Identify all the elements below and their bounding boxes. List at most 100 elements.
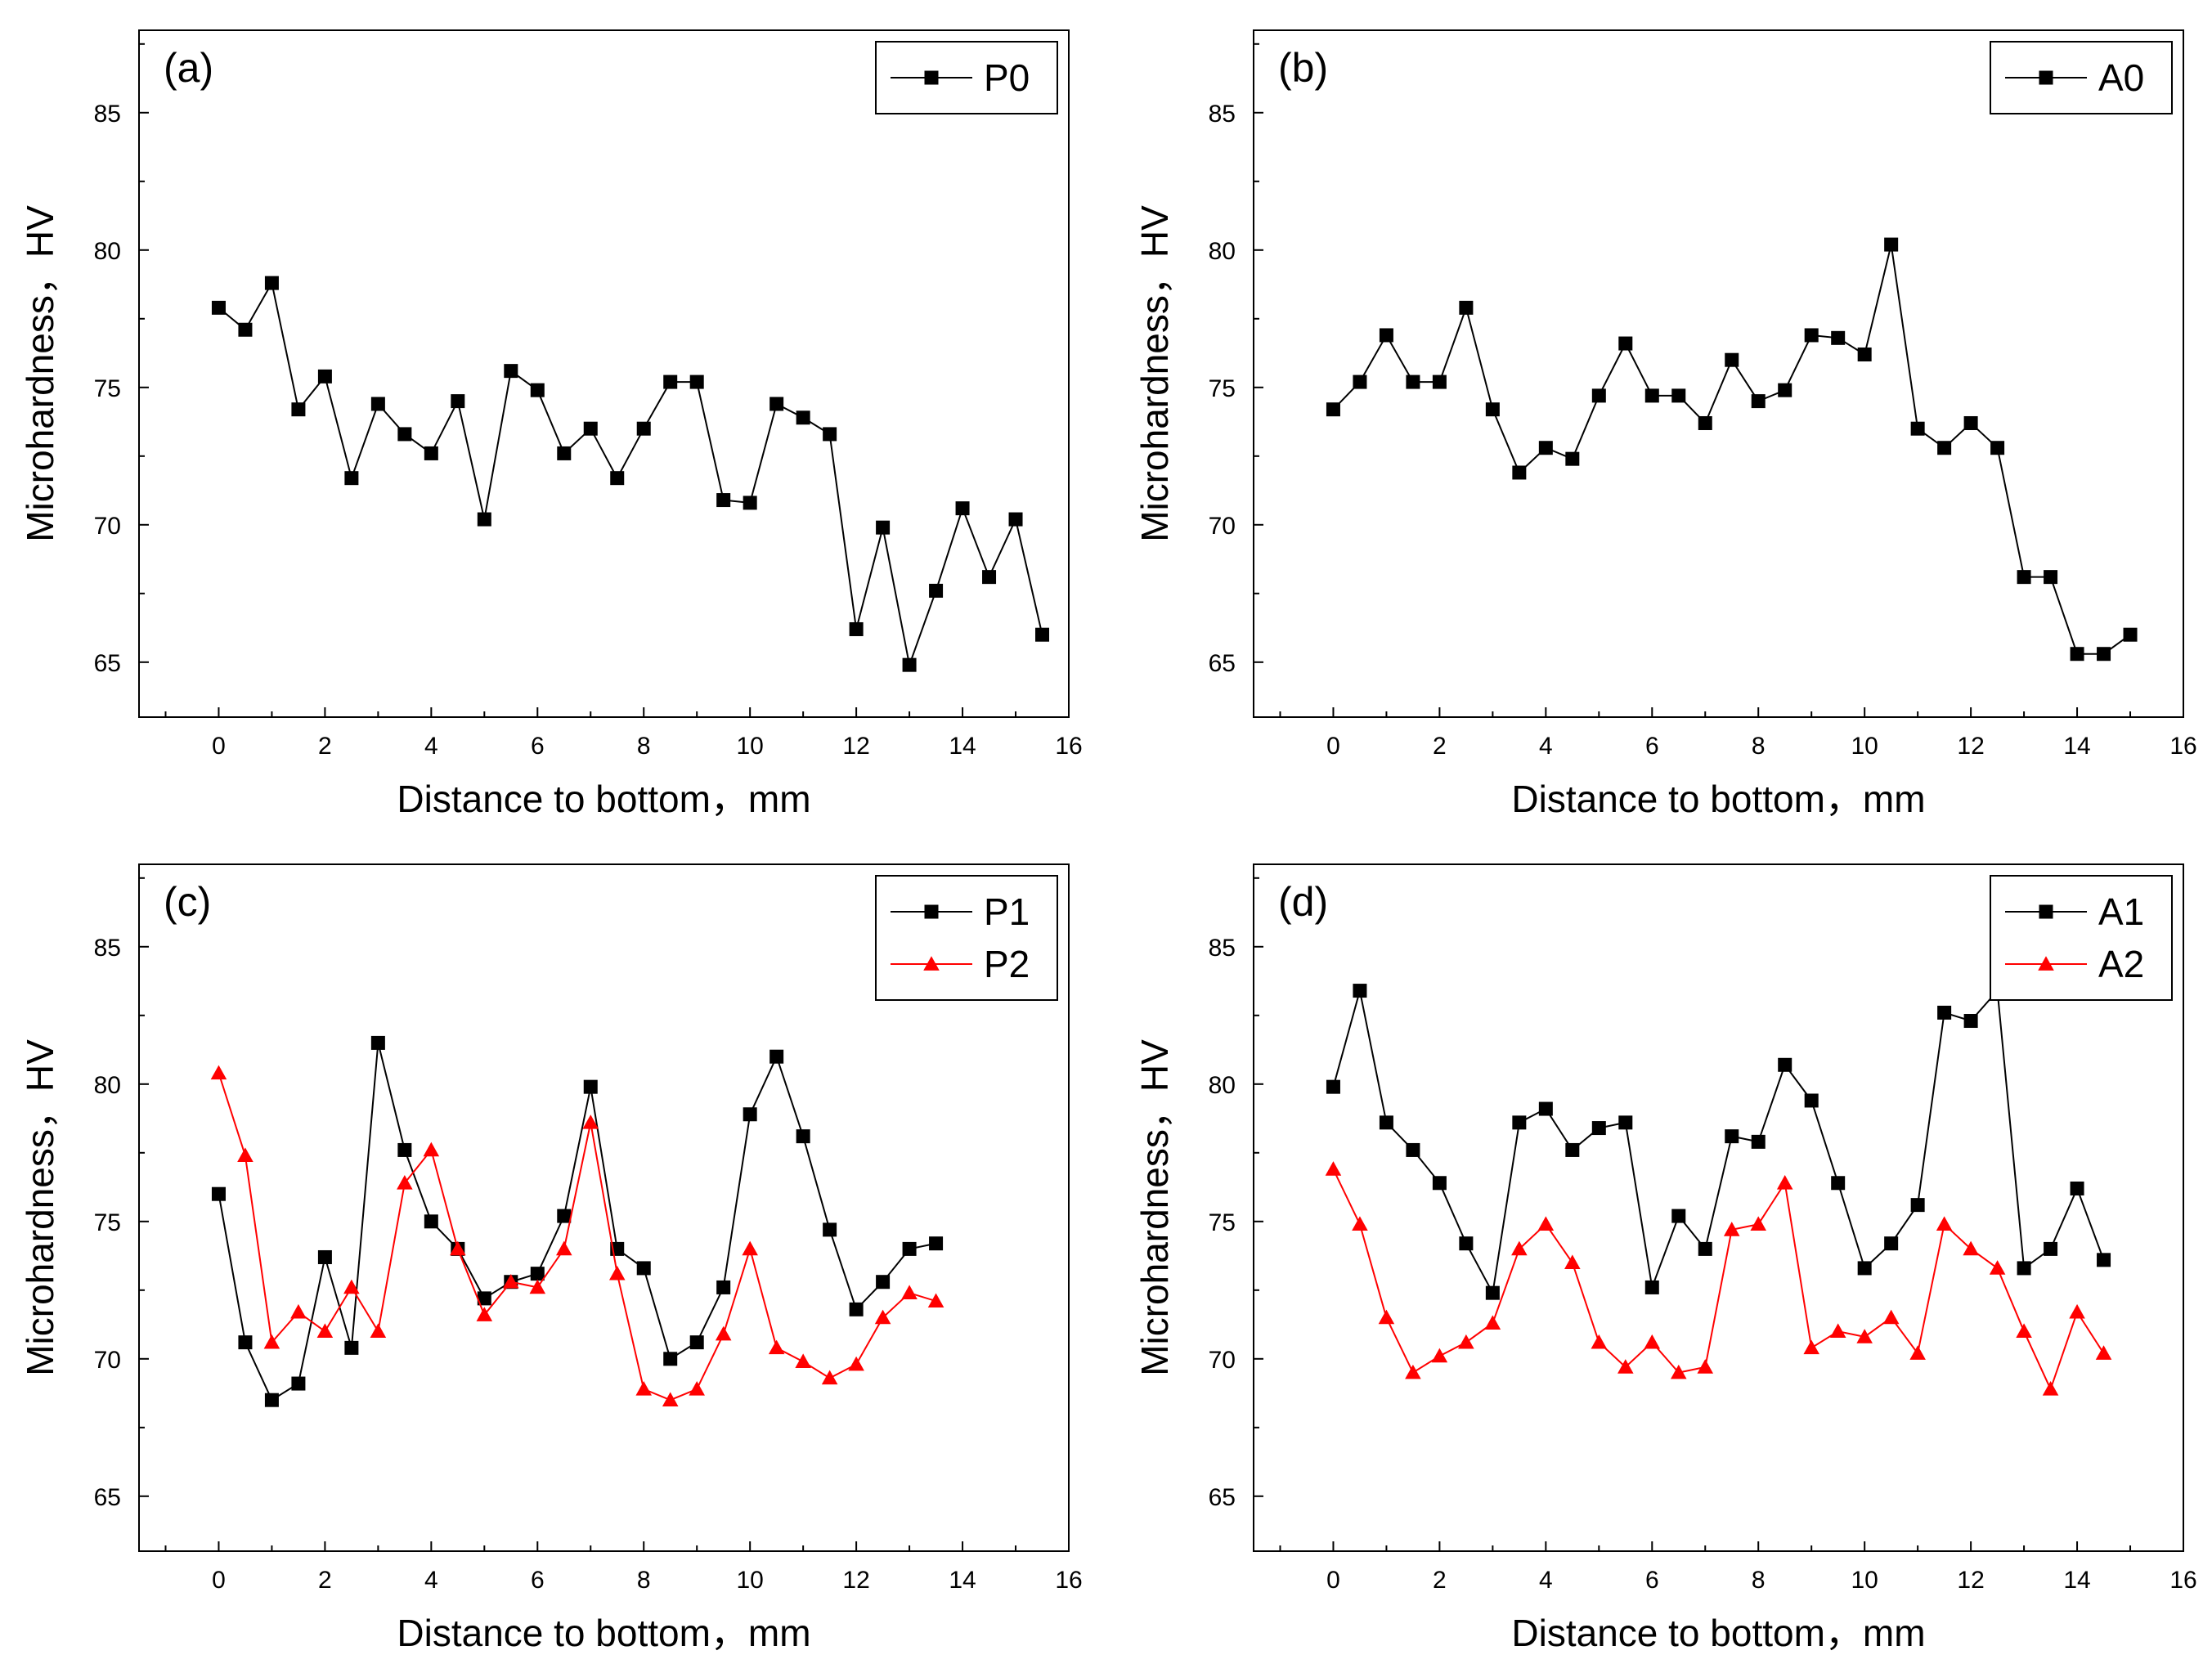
data-point (211, 1186, 226, 1201)
data-point (1803, 1339, 1819, 1355)
x-axis-title: Distance to bottom，mm (1511, 1612, 1925, 1654)
data-point (2123, 627, 2138, 642)
data-point (423, 1141, 440, 1157)
series-A0 (1326, 237, 2138, 662)
data-point (662, 1392, 679, 1407)
data-point (1670, 1364, 1687, 1379)
data-point (1326, 402, 1340, 417)
y-tick-label: 75 (1209, 1209, 1236, 1236)
y-tick-label: 80 (1209, 238, 1236, 265)
data-point (1458, 1334, 1474, 1349)
data-point (1379, 328, 1393, 343)
data-point (1617, 1359, 1634, 1374)
data-point (1378, 1309, 1395, 1325)
data-point (1698, 1241, 1712, 1256)
data-point (2070, 1181, 2084, 1195)
data-point (1804, 328, 1819, 343)
series-A2 (1325, 1161, 2112, 1396)
data-point (503, 1273, 519, 1289)
x-tick-label: 12 (842, 1567, 869, 1594)
legend-label: P2 (984, 943, 1030, 985)
y-tick-label: 75 (1209, 375, 1236, 402)
panel-label: (b) (1278, 45, 1328, 91)
series-line (218, 1043, 936, 1402)
data-point (583, 421, 598, 436)
data-point (2044, 1241, 2058, 1256)
data-point (796, 410, 810, 425)
data-point (370, 397, 385, 411)
data-point (557, 1209, 572, 1223)
data-point (901, 1285, 918, 1299)
data-point (529, 1279, 546, 1294)
y-tick-label: 65 (1209, 650, 1236, 677)
y-tick-label: 75 (94, 1209, 121, 1236)
y-tick-label: 85 (94, 101, 121, 128)
data-point (1856, 1329, 1873, 1343)
data-point (743, 496, 757, 510)
plot-frame (1253, 29, 2184, 718)
x-tick-label: 16 (1055, 1567, 1082, 1594)
data-point (689, 375, 704, 389)
panel-label: (a) (164, 45, 213, 91)
data-point (504, 364, 518, 379)
data-point (1432, 1176, 1447, 1191)
data-point (530, 1267, 545, 1281)
data-point (264, 1393, 279, 1407)
data-point (1963, 415, 1978, 430)
data-point (2016, 1323, 2032, 1339)
data-point (1538, 1101, 1553, 1116)
data-point (1671, 388, 1686, 403)
data-point (929, 1236, 944, 1251)
legend-item: A0 (2005, 56, 2144, 99)
data-point (1884, 1236, 1899, 1251)
data-point (848, 1356, 864, 1371)
x-axis-title: Distance to bottom，mm (1511, 778, 1925, 820)
y-axis-title: Microhardness，HV (1133, 205, 1176, 542)
data-point (1565, 1142, 1580, 1157)
data-point (1776, 1174, 1793, 1190)
data-point (238, 1335, 253, 1350)
data-point (874, 1309, 891, 1325)
data-point (530, 383, 545, 397)
data-point (1884, 237, 1899, 252)
x-tick-label: 14 (949, 733, 976, 760)
data-point (982, 570, 997, 585)
data-point (689, 1380, 705, 1396)
data-point (1459, 1236, 1474, 1251)
x-tick-label: 0 (1326, 733, 1340, 760)
legend-marker (924, 904, 939, 919)
legend-item: P0 (891, 56, 1030, 99)
y-axis-title: Microhardness，HV (19, 205, 61, 542)
data-point (849, 1302, 864, 1316)
legend: A0 (1990, 41, 2173, 114)
y-tick-label: 70 (94, 1347, 121, 1374)
panel-c: 0 2 4 6 8 10 12 14 16 65 70 75 80 85 Distance to botto… (19, 863, 1083, 1654)
data-point (2070, 647, 2084, 662)
y-tick-label: 65 (1209, 1484, 1236, 1511)
x-axis-title: Distance to bottom，mm (397, 778, 810, 820)
x-tick-label: 10 (1851, 1567, 1878, 1594)
panel-label: (c) (164, 879, 211, 925)
legend-item: P2 (891, 943, 1030, 985)
y-tick-label: 85 (1209, 935, 1236, 962)
y-axis-title: Microhardness，HV (1133, 1039, 1176, 1376)
data-point (1989, 1260, 2006, 1275)
y-tick-label: 75 (94, 375, 121, 402)
y-tick-label: 85 (94, 935, 121, 962)
data-point (1829, 1323, 1846, 1339)
x-tick-label: 2 (1433, 733, 1447, 760)
legend-marker (2039, 70, 2053, 85)
legend-marker (2039, 904, 2053, 919)
data-point (1778, 1057, 1792, 1072)
data-point (1591, 1334, 1608, 1349)
x-tick-label: 12 (1957, 1567, 1984, 1594)
x-tick-label: 10 (1851, 733, 1878, 760)
data-point (316, 1323, 334, 1339)
data-point (2097, 1253, 2111, 1267)
data-point (370, 1323, 387, 1339)
data-point (663, 1352, 678, 1366)
data-point (902, 1241, 917, 1256)
data-point (769, 1049, 784, 1064)
